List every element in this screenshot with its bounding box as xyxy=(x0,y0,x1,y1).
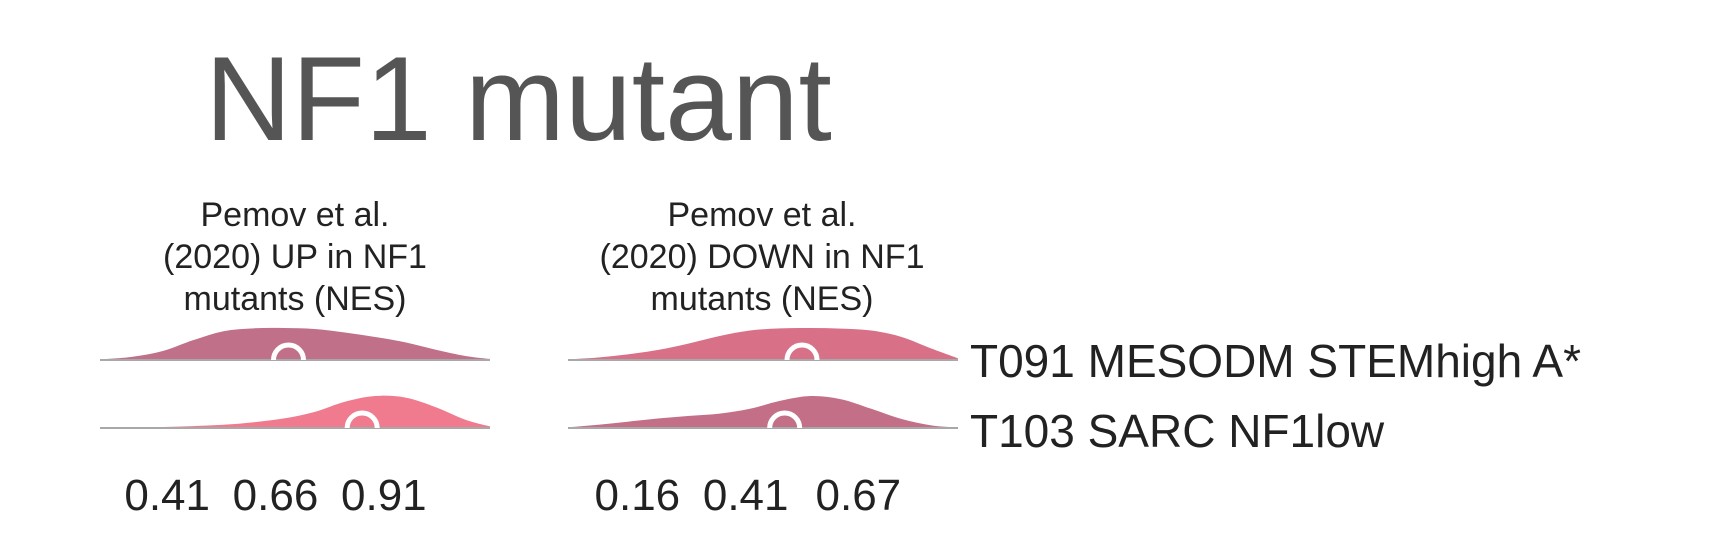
row-label-t103: T103 SARC NF1low xyxy=(970,405,1385,457)
tick-label-panel-1-1: 0.41 xyxy=(124,471,210,520)
panel-1-title-line-2: (2020) UP in NF1 xyxy=(163,238,427,276)
median-marker-panel-1-row-2 xyxy=(344,410,380,429)
density-panel-2-row-1 xyxy=(568,327,958,360)
x-axis-ticks: 0.41 0.66 0.91 0.16 0.41 0.67 xyxy=(124,471,901,520)
panel-2-title-line-3: mutants (NES) xyxy=(651,280,874,318)
chart-title: NF1 mutant xyxy=(205,32,832,166)
density-panel-2-row-2 xyxy=(568,395,958,428)
median-marker-panel-1-row-1 xyxy=(271,342,306,361)
median-marker-panel-2-row-2 xyxy=(767,410,803,429)
tick-label-panel-2-1: 0.16 xyxy=(595,471,681,520)
panel-2-title-line-2: (2020) DOWN in NF1 xyxy=(600,238,925,276)
panel-2-title-line-1: Pemov et al. xyxy=(668,196,857,234)
panel-1-title-line-1: Pemov et al. xyxy=(201,196,390,234)
density-panel-1-row-2 xyxy=(100,395,490,428)
tick-label-panel-1-3: 0.91 xyxy=(341,471,427,520)
row-label-t091: T091 MESODM STEMhigh A* xyxy=(970,335,1581,387)
panel-1-title-line-3: mutants (NES) xyxy=(184,280,407,318)
median-marker-panel-2-row-1 xyxy=(784,342,820,361)
tick-label-panel-1-2: 0.66 xyxy=(233,471,319,520)
chart-marks xyxy=(100,327,958,429)
tick-label-panel-2-3: 0.67 xyxy=(816,471,902,520)
tick-label-panel-2-2: 0.41 xyxy=(703,471,789,520)
